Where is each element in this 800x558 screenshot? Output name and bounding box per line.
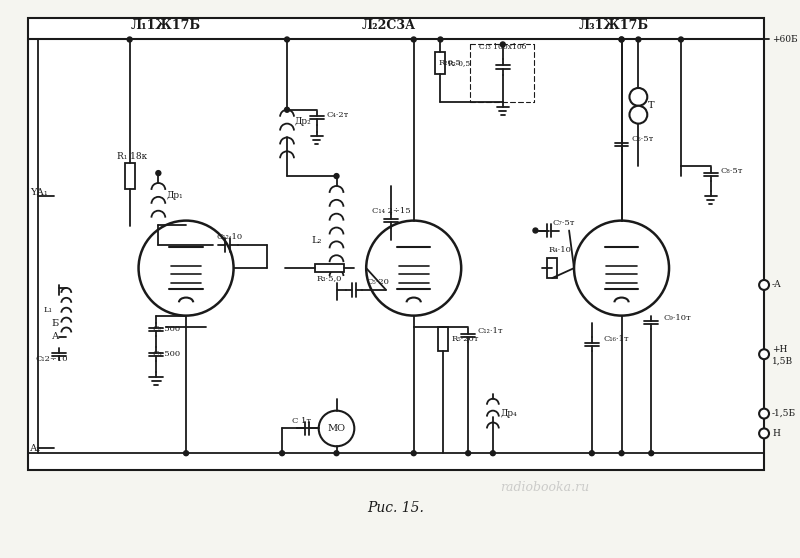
Text: +Н: +Н [772,345,787,354]
Bar [28,18,764,470]
Circle shape [590,451,594,456]
Circle shape [466,451,470,456]
Circle shape [411,451,416,456]
Bar [314,264,345,272]
Circle shape [279,451,285,456]
Text: Л₃1Ж17Б: Л₃1Ж17Б [578,19,649,32]
Circle shape [156,171,161,176]
Text: -А: -А [772,281,782,290]
Bar [125,163,134,189]
Circle shape [636,37,641,42]
Text: YА₁: YА₁ [30,189,47,198]
Text: -1,5Б: -1,5Б [772,409,796,418]
Circle shape [411,37,416,42]
Text: Рис. 15.: Рис. 15. [367,501,424,514]
Text: Л₂2С3А: Л₂2С3А [362,19,416,32]
Circle shape [619,451,624,456]
Text: С₃·500: С₃·500 [152,350,180,358]
Circle shape [759,429,769,439]
Bar [547,258,558,278]
Text: С₈·5т: С₈·5т [721,167,743,175]
Text: R₂·0,5: R₂·0,5 [447,59,470,68]
Circle shape [500,42,506,47]
Circle shape [183,451,189,456]
Circle shape [619,37,624,42]
Circle shape [759,408,769,418]
Bar [438,328,448,351]
Text: radiobooka.ru: radiobooka.ru [500,482,589,494]
Text: С₁₂·1т: С₁₂·1т [477,328,502,335]
Text: Н: Н [772,429,780,438]
Text: Л₁1Ж17Б: Л₁1Ж17Б [130,19,200,32]
Text: С₇·5т: С₇·5т [552,219,574,227]
Text: 1,5В: 1,5В [772,357,793,365]
Circle shape [285,37,290,42]
Text: МО: МО [327,424,346,433]
Text: L₂: L₂ [311,236,322,245]
Text: А: А [52,332,59,341]
Circle shape [759,349,769,359]
Text: С₁₆·1т: С₁₆·1т [604,335,630,343]
Text: С₄·2т: С₄·2т [326,110,349,119]
Circle shape [138,220,234,316]
Text: С₅·20: С₅·20 [366,278,389,286]
Circle shape [334,451,339,456]
Bar [435,52,446,74]
Text: С₁₄ 2÷15: С₁₄ 2÷15 [372,206,410,215]
Text: Др₄: Др₄ [501,409,518,418]
Text: Т: Т [648,102,655,110]
Text: R₂0,5: R₂0,5 [439,58,462,66]
Circle shape [127,37,132,42]
Circle shape [574,220,669,316]
Circle shape [630,106,647,124]
Circle shape [366,220,462,316]
Text: +60Б: +60Б [772,35,798,44]
Text: Б: Б [52,319,59,328]
Circle shape [318,411,354,446]
Circle shape [285,107,290,112]
Text: R₃·5,0: R₃·5,0 [317,274,342,282]
Text: R₁ 18к: R₁ 18к [117,152,147,161]
Text: С₂·500: С₂·500 [152,325,180,334]
Text: С₁₂·10: С₁₂·10 [217,233,242,242]
Text: С₉·10т: С₉·10т [663,314,691,321]
Circle shape [490,451,495,456]
Text: Др₁: Др₁ [166,191,183,200]
Text: С₆·5т: С₆·5т [631,136,654,143]
Circle shape [759,280,769,290]
Circle shape [334,174,339,179]
Text: L₁: L₁ [43,306,52,314]
Circle shape [438,37,443,42]
Text: Др₂: Др₂ [295,117,312,126]
Circle shape [533,228,538,233]
Text: R₅·20т: R₅·20т [451,335,479,343]
Circle shape [678,37,683,42]
Circle shape [619,37,624,42]
Text: А₂: А₂ [30,444,41,453]
Text: С₁2÷10: С₁2÷10 [35,355,68,363]
Text: С 1т: С 1т [292,416,311,425]
Circle shape [649,451,654,456]
Circle shape [630,88,647,106]
Text: С₁₃ 100х10б: С₁₃ 100х10б [479,44,526,51]
Text: R₄·10: R₄·10 [549,246,572,254]
